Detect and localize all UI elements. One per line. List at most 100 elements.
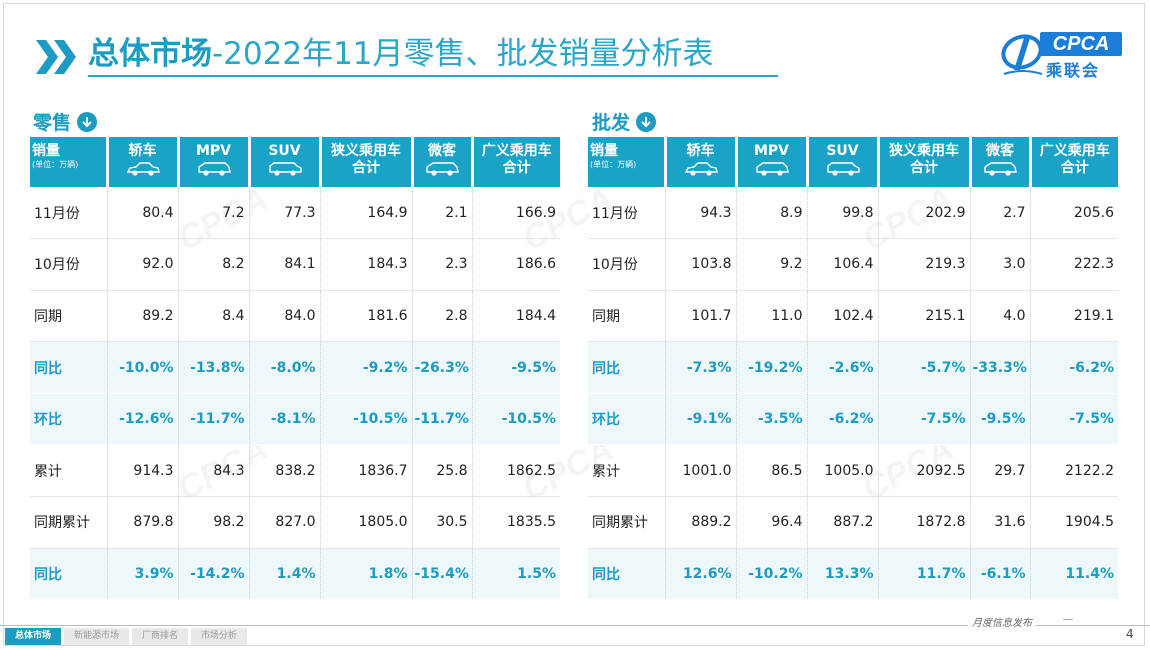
column-header-label: SUV — [826, 143, 859, 159]
column-header-label: 销量 — [32, 143, 60, 159]
minivan-icon — [426, 162, 459, 176]
table-cell: 3.9% — [107, 548, 179, 601]
row-label: 同期 — [588, 290, 666, 343]
table-cell: -19.2% — [736, 341, 808, 394]
double-chevron-icon — [36, 40, 76, 74]
table-row: 环比 -9.1% -3.5% -6.2% -7.5% -9.5% -7.5% — [588, 393, 1118, 446]
table-cell: 94.3 — [665, 187, 737, 240]
column-header-label: 微客 — [428, 143, 456, 159]
table-cell: 181.6 — [320, 290, 413, 343]
column-header-label: 微客 — [986, 143, 1014, 159]
footer-tab[interactable]: 新能源市场 — [64, 628, 130, 645]
column-header: SUV — [249, 137, 322, 187]
table-cell: 1836.7 — [320, 444, 413, 498]
footer-decoration — [1063, 619, 1073, 625]
row-label: 11月份 — [588, 187, 666, 240]
wholesale-label: 批发 — [592, 112, 631, 134]
table-cell: -7.3% — [665, 341, 737, 394]
column-header: 销量 (单位：万辆) — [30, 137, 109, 187]
retail-section-label: 零售 — [33, 108, 98, 135]
table-cell: 164.9 — [320, 187, 413, 240]
table-cell: 827.0 — [249, 496, 321, 549]
row-label: 10月份 — [30, 238, 108, 291]
title-rest: -2022年11月零售、批发销量分析表 — [212, 36, 714, 72]
table-cell: 166.9 — [472, 187, 560, 240]
minivan-icon — [984, 162, 1017, 176]
table-row: 累计 914.3 84.3 838.2 1836.7 25.8 1862.5 — [30, 444, 560, 498]
table-cell: 1835.5 — [472, 496, 560, 549]
table-cell: -6.1% — [970, 548, 1031, 601]
table-cell: 1005.0 — [807, 444, 879, 498]
table-row: 同期 89.2 8.4 84.0 181.6 2.8 184.4 — [30, 290, 560, 343]
table-cell: -7.5% — [1030, 393, 1118, 446]
column-header-label: 狭义乘用车 — [889, 143, 959, 159]
column-header: 微客 — [970, 137, 1032, 187]
table-cell: -10.5% — [472, 393, 560, 446]
table-cell: 31.6 — [970, 496, 1031, 549]
column-header: 广义乘用车 合计 — [1030, 137, 1118, 187]
page-title: 总体市场-2022年11月零售、批发销量分析表 — [88, 33, 714, 75]
column-header-sublabel: 合计 — [1060, 160, 1089, 176]
table-cell: -3.5% — [736, 393, 808, 446]
table-cell: 889.2 — [665, 496, 737, 549]
footer-tab[interactable]: 市场分析 — [191, 628, 248, 645]
table-cell: 205.6 — [1030, 187, 1118, 240]
table-cell: 11.4% — [1030, 548, 1118, 601]
table-row: 同期 101.7 11.0 102.4 215.1 4.0 219.1 — [588, 290, 1118, 343]
table-cell: 2.3 — [412, 238, 473, 291]
row-label: 累计 — [30, 444, 108, 498]
sedan-icon — [684, 162, 718, 176]
table-cell: 92.0 — [107, 238, 179, 291]
column-header: MPV — [736, 137, 809, 187]
row-label: 同期累计 — [30, 496, 108, 549]
footer-divider — [0, 625, 1150, 626]
table-cell: 8.2 — [178, 238, 250, 291]
logo-cn: 乘联会 — [1046, 61, 1101, 80]
table-cell: 1805.0 — [320, 496, 413, 549]
row-label: 环比 — [30, 393, 108, 446]
table-cell: -33.3% — [970, 341, 1031, 394]
table-cell: 9.2 — [736, 238, 808, 291]
column-header-sublabel: 合计 — [502, 160, 531, 176]
cpca-logo: CPCA 乘联会 — [1000, 30, 1125, 80]
column-header-label: 广义乘用车 — [1039, 143, 1110, 159]
table-cell: 25.8 — [412, 444, 473, 498]
wholesale-table: 销量 (单位：万辆) 轿车 MPV SUV 狭义乘用车 合计 微客 广义乘用车 合计 11月份 94… — [588, 137, 1118, 601]
table-cell: 11.7% — [878, 548, 971, 601]
table-cell: 2.7 — [970, 187, 1031, 240]
table-cell: 219.1 — [1030, 290, 1118, 343]
row-label: 同期累计 — [588, 496, 666, 549]
table-cell: -14.2% — [178, 548, 250, 601]
column-header: 微客 — [412, 137, 474, 187]
table-cell: 99.8 — [807, 187, 879, 240]
table-cell: -26.3% — [412, 341, 473, 394]
table-cell: -11.7% — [412, 393, 473, 446]
table-row: 同比 3.9% -14.2% 1.4% 1.8% -15.4% 1.5% — [30, 548, 560, 601]
table-row: 11月份 94.3 8.9 99.8 202.9 2.7 205.6 — [588, 187, 1118, 240]
table-cell: 30.5 — [412, 496, 473, 549]
suv-icon — [826, 162, 860, 176]
table-cell: 1.5% — [472, 548, 560, 601]
table-cell: 1.8% — [320, 548, 413, 601]
table-cell: 184.3 — [320, 238, 413, 291]
footer-tab[interactable]: 厂商排名 — [132, 628, 189, 645]
column-header-label: MPV — [195, 143, 232, 159]
table-cell: 80.4 — [107, 187, 179, 240]
column-header-sublabel: 合计 — [352, 160, 380, 176]
table-cell: -12.6% — [107, 393, 179, 446]
table-cell: 1904.5 — [1030, 496, 1118, 549]
arrow-down-circle-icon — [77, 111, 98, 132]
footer-tab[interactable]: 总体市场 — [5, 628, 62, 645]
table-cell: 102.4 — [807, 290, 879, 343]
table-row: 同期累计 879.8 98.2 827.0 1805.0 30.5 1835.5 — [30, 496, 560, 549]
table-cell: 1862.5 — [472, 444, 560, 498]
table-row: 同期累计 889.2 96.4 887.2 1872.8 31.6 1904.5 — [588, 496, 1118, 549]
table-header-row: 销量 (单位：万辆) 轿车 MPV SUV 狭义乘用车 合计 微客 广义乘用车 合计 — [30, 137, 560, 187]
table-cell: 101.7 — [665, 290, 737, 343]
unit-label: (单位：万辆) — [32, 160, 79, 169]
column-header-label: 狭义乘用车 — [331, 143, 401, 159]
table-cell: 186.6 — [472, 238, 560, 291]
table-cell: 838.2 — [249, 444, 321, 498]
table-cell: -9.5% — [970, 393, 1031, 446]
table-row: 10月份 92.0 8.2 84.1 184.3 2.3 186.6 — [30, 238, 560, 291]
